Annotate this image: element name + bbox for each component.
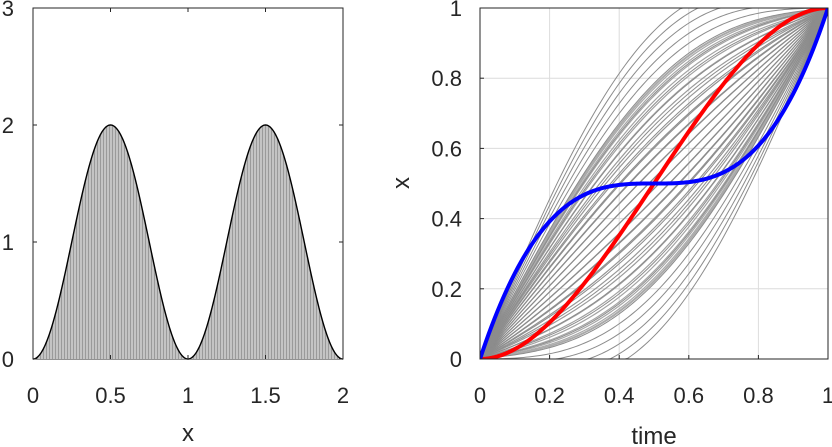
- gray-crossing-path: [480, 8, 828, 359]
- right-tick-marks: [479, 7, 829, 360]
- right-xtick-label: 1: [822, 383, 832, 408]
- gray-path: [480, 8, 828, 359]
- right-plot-border: [479, 7, 829, 360]
- gray-crossing-path: [480, 8, 828, 359]
- right-ytick-labels: 0 0.2 0.4 0.6 0.8 1: [431, 0, 462, 372]
- blue-path: [480, 8, 828, 359]
- right-xtick-label: 0.8: [743, 383, 774, 408]
- left-ytick-label: 1: [2, 230, 14, 255]
- gray-crossing-path: [480, 8, 828, 359]
- gray-crossing-path: [480, 8, 828, 359]
- gray-crossing-path: [480, 8, 828, 359]
- gray-path: [480, 8, 828, 359]
- gray-crossing-path: [480, 8, 828, 359]
- gray-path: [480, 8, 828, 359]
- right-trajectory-panel: 0 0.2 0.4 0.6 0.8 1 0 0.2 0.4 0.6 0.8 1 time x: [388, 0, 832, 447]
- right-ytick-label: 0.2: [431, 277, 462, 302]
- left-x-axis-label: x: [182, 420, 194, 447]
- highlighted-paths: [480, 8, 828, 359]
- gray-crossing-path: [480, 8, 828, 359]
- gray-crossing-path: [480, 8, 828, 359]
- left-xtick-label: 1: [182, 383, 194, 408]
- right-ytick-label: 0.6: [431, 136, 462, 161]
- left-ytick-label: 2: [2, 113, 14, 138]
- gray-path: [480, 8, 828, 359]
- gray-crossing-path: [480, 8, 828, 359]
- gray-crossing-path: [480, 8, 828, 359]
- gray-crossing-path: [480, 8, 828, 359]
- right-ytick-label: 1: [450, 0, 462, 21]
- gray-path: [480, 8, 828, 359]
- right-ytick-label: 0.8: [431, 66, 462, 91]
- gray-crossing-path: [480, 8, 828, 359]
- gray-path: [480, 8, 828, 359]
- gray-crossing-path: [480, 8, 828, 359]
- left-tick-marks: [32, 7, 344, 360]
- gray-crossing-path: [480, 8, 828, 359]
- gray-crossing-path: [480, 8, 828, 359]
- density-area: [33, 125, 343, 359]
- left-xtick-labels: 0 0.5 1 1.5 2: [27, 383, 349, 408]
- left-ytick-label: 3: [2, 0, 14, 21]
- right-xtick-labels: 0 0.2 0.4 0.6 0.8 1: [474, 383, 832, 408]
- right-xtick-label: 0.4: [604, 383, 635, 408]
- gray-crossing-path: [480, 8, 828, 359]
- left-xtick-label: 2: [337, 383, 349, 408]
- right-xtick-label: 0: [474, 383, 486, 408]
- gray-crossing-path: [480, 8, 828, 359]
- gray-crossing-path: [480, 8, 828, 359]
- right-xtick-label: 0.2: [534, 383, 565, 408]
- right-x-axis-label: time: [631, 423, 676, 447]
- gray-crossing-path: [480, 8, 828, 359]
- right-y-axis-label: x: [388, 177, 415, 189]
- gray-crossing-path: [480, 8, 828, 359]
- gray-crossing-path: [480, 8, 828, 359]
- gray-path: [480, 8, 828, 359]
- gray-path: [480, 8, 828, 359]
- gray-crossing-path: [480, 8, 828, 359]
- gray-crossing-path: [480, 8, 828, 359]
- left-density-panel: 0 0.5 1 1.5 2 0 1 2 3 x: [2, 0, 349, 447]
- left-xtick-label: 0: [27, 383, 39, 408]
- left-xtick-label: 1.5: [250, 383, 281, 408]
- left-ytick-labels: 0 1 2 3: [2, 0, 14, 372]
- right-xtick-label: 0.6: [674, 383, 705, 408]
- gray-path: [480, 8, 828, 359]
- left-xtick-label: 0.5: [95, 383, 126, 408]
- gray-path-family: [480, 8, 828, 359]
- right-ytick-label: 0.4: [431, 207, 462, 232]
- gray-path: [480, 8, 828, 359]
- gray-crossing-path: [480, 8, 828, 359]
- left-ytick-label: 0: [2, 347, 14, 372]
- gray-crossing-path: [480, 8, 828, 359]
- gray-crossing-path: [480, 8, 828, 359]
- gray-path: [480, 8, 828, 359]
- right-ytick-label: 0: [450, 347, 462, 372]
